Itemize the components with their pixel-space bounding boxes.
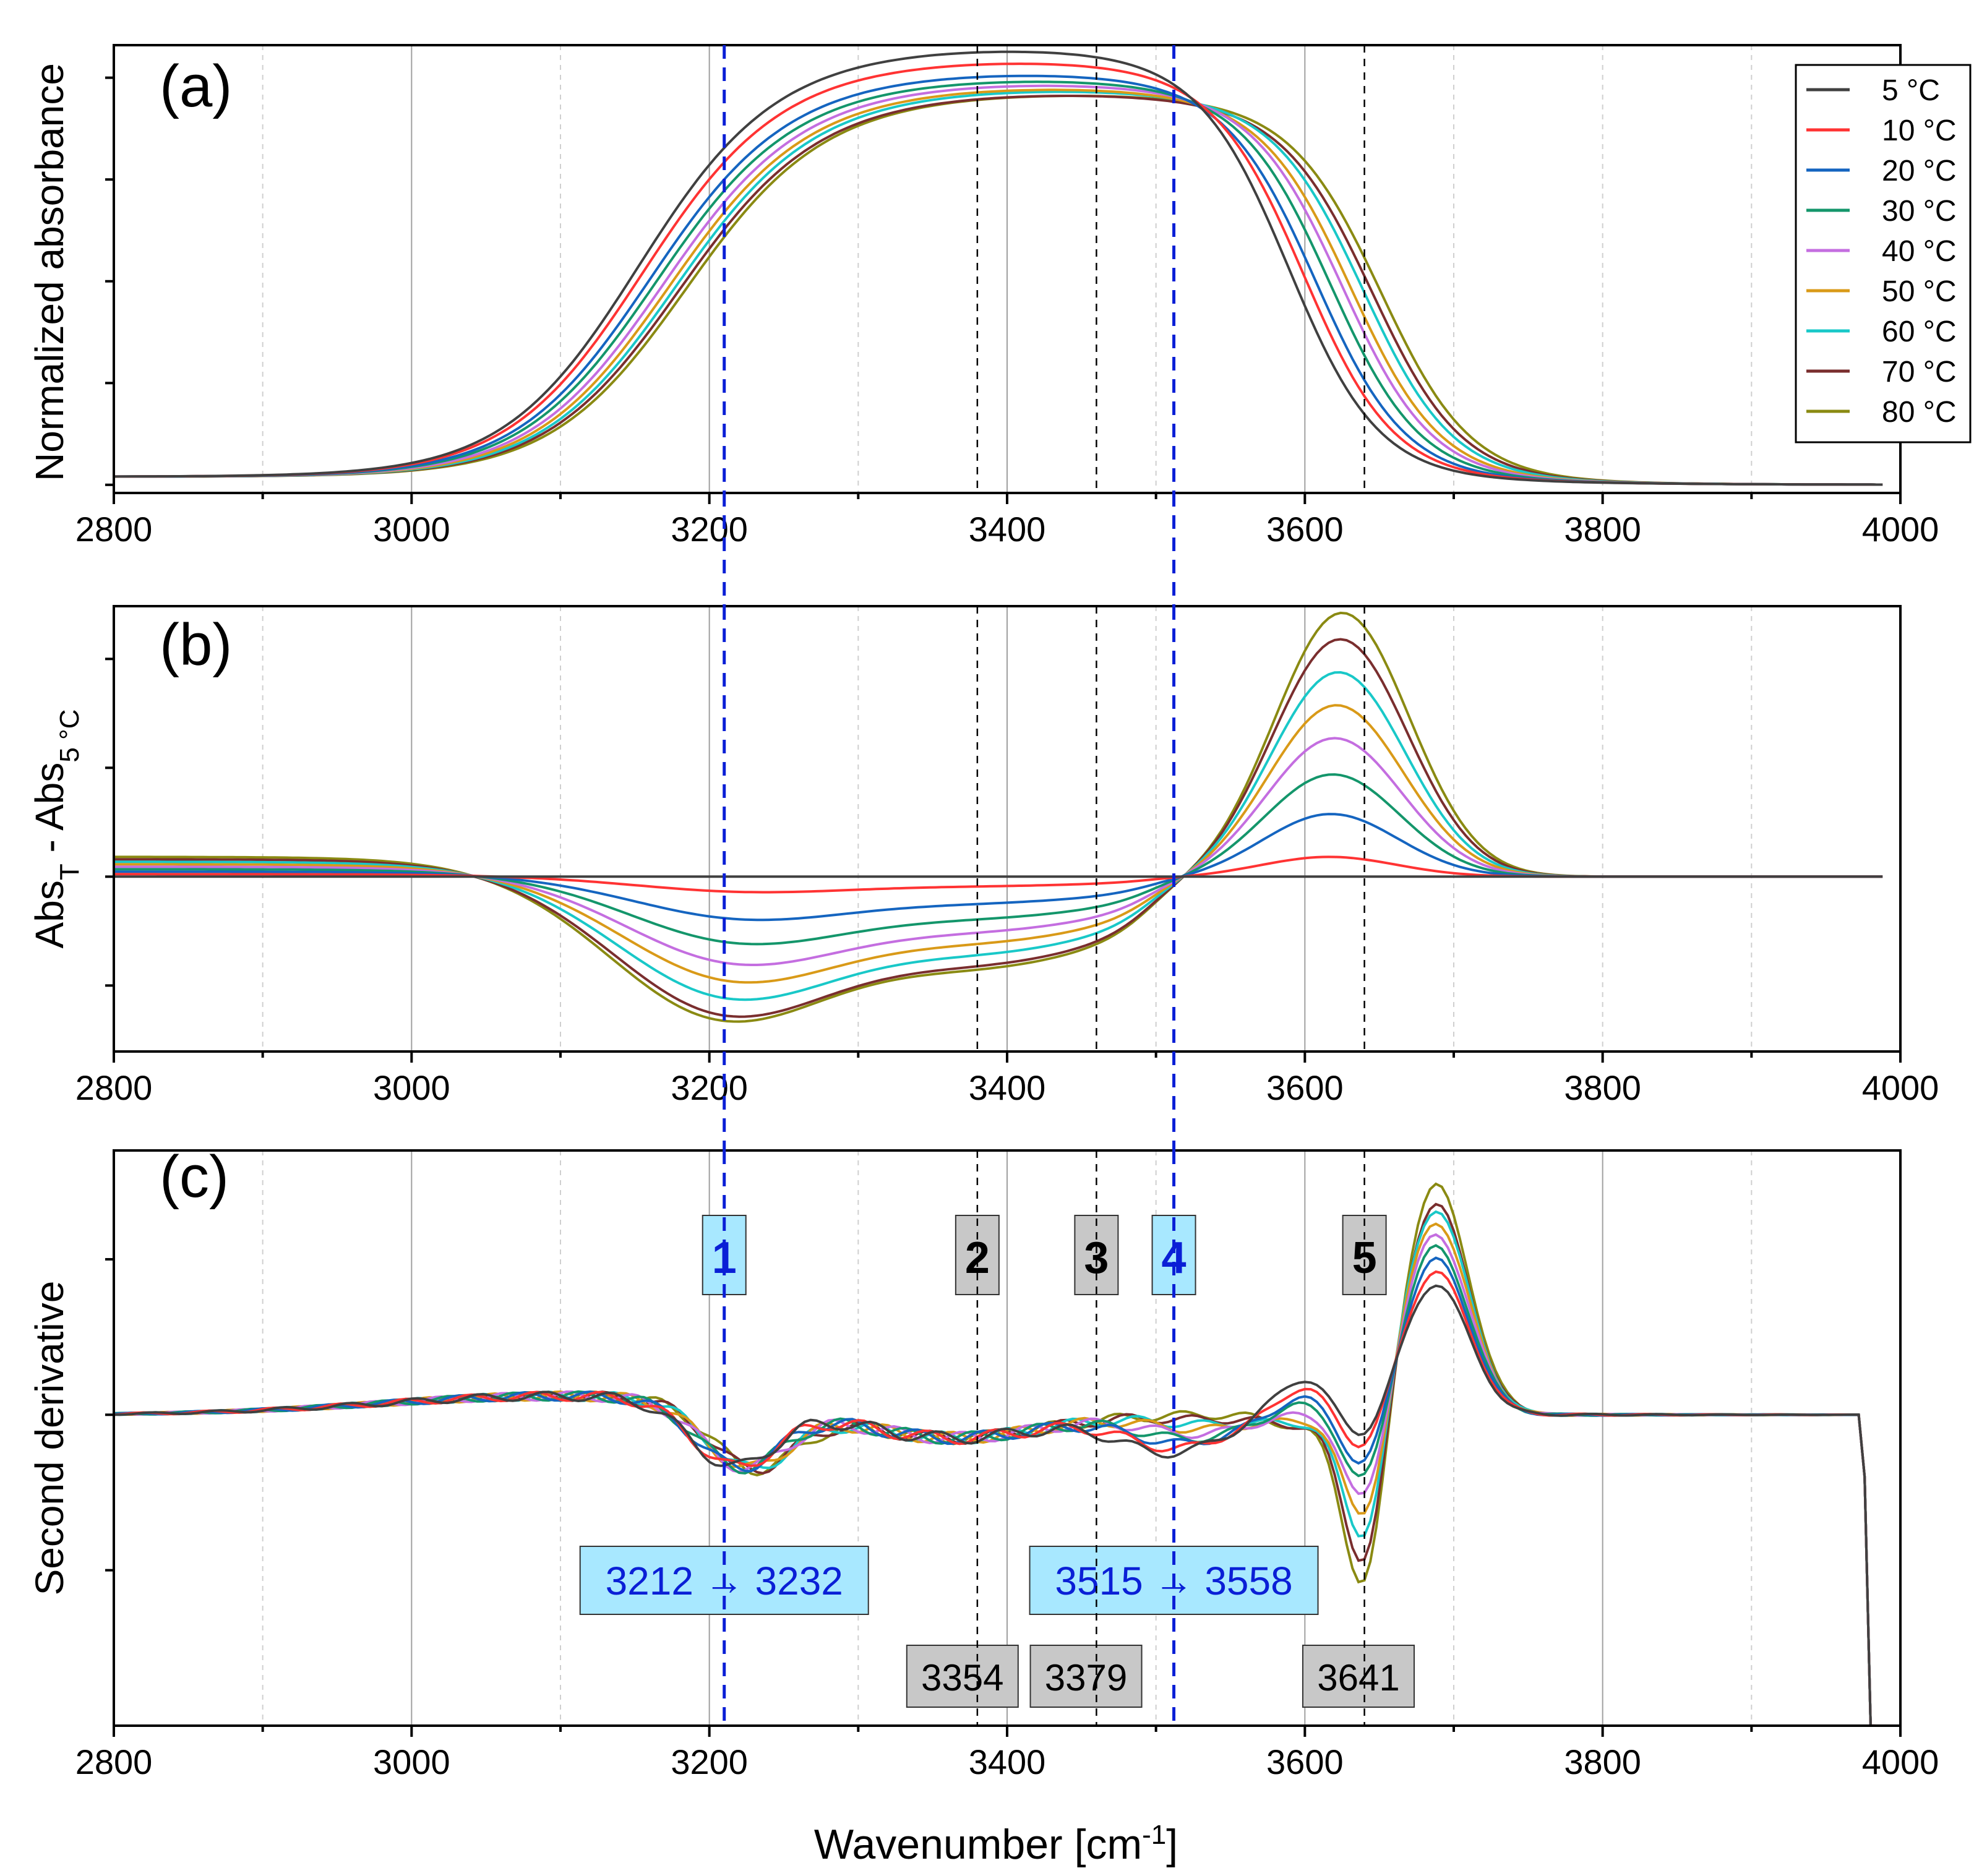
x-axis-label-sup: -1: [1142, 1820, 1166, 1850]
panel-c: 2800 3000 3200 3400 3600 3800 4000 (c) Second …: [27, 1144, 1939, 1781]
y-axis-label-b: AbsT - Abs5 °C: [27, 709, 85, 949]
x-tick-label: 4000: [1862, 1742, 1939, 1781]
xticks-b: 2800 3000 3200 3400 3600 3800 4000: [75, 1052, 1939, 1107]
legend-label-80C: 80 °C: [1882, 396, 1957, 429]
y-axis-label-c: Second derivative: [27, 1281, 72, 1596]
panel-a: 2800 3000 3200 3400 3600 3800 4000 (a) Normali…: [27, 44, 1972, 549]
legend-label-70C: 70 °C: [1882, 356, 1957, 388]
y-axis-label-b-sub2: 5 °C: [54, 709, 85, 763]
x-tick-label: 3200: [671, 1742, 748, 1781]
panel-label-a: (a): [160, 53, 232, 119]
panel-label-c: (c): [160, 1144, 229, 1210]
position-label: 3379: [1045, 1657, 1127, 1698]
curves-c: [113, 1182, 1883, 1727]
curves-a: [113, 50, 1883, 486]
curves-b: [113, 611, 1883, 1023]
x-tick-label: 3200: [671, 510, 748, 549]
x-axis-label-main: Wavenumber [cm: [814, 1821, 1142, 1868]
x-tick-label: 3800: [1564, 1742, 1641, 1781]
panel-b: 2800 3000 3200 3400 3600 3800 4000 (b) AbsT - …: [27, 605, 1939, 1107]
y-axis-label-b-mid: - Abs: [27, 763, 72, 864]
x-tick-label: 4000: [1862, 1068, 1939, 1107]
position-label: 3641: [1317, 1657, 1399, 1698]
legend-label-20C: 20 °C: [1882, 155, 1957, 187]
xticks-c: 2800 3000 3200 3400 3600 3800 4000: [75, 1726, 1939, 1781]
series-line-5C: [114, 50, 1883, 486]
x-tick-label: 2800: [75, 510, 153, 549]
x-tick-label: 3000: [373, 1742, 450, 1781]
x-axis-label: Wavenumber [cm-1]: [814, 1820, 1178, 1869]
peak-marker-box-3: [1074, 1215, 1119, 1295]
legend-label-50C: 50 °C: [1882, 275, 1957, 308]
x-tick-label: 2800: [75, 1742, 153, 1781]
x-tick-label: 3400: [969, 510, 1046, 549]
y-axis-label-a: Normalized absorbance: [27, 63, 72, 481]
x-tick-label: 3400: [969, 1742, 1046, 1781]
legend-box: [1795, 64, 1972, 443]
vertical-marker-lines: [723, 45, 1365, 1726]
x-tick-label: 3600: [1266, 1742, 1344, 1781]
y-axis-label-b-abs: Abs: [27, 880, 72, 948]
legend-label-10C: 10 °C: [1882, 114, 1957, 147]
x-tick-label: 3200: [671, 1068, 748, 1107]
x-tick-label: 4000: [1862, 510, 1939, 549]
legend-label-5C: 5 °C: [1882, 74, 1940, 107]
position-label-box: [906, 1645, 1019, 1708]
panel-label-b: (b): [160, 612, 232, 678]
grid-a: [262, 45, 1753, 493]
x-tick-label: 3800: [1564, 510, 1641, 549]
yticks-c: [105, 1257, 114, 1572]
peak-marker-box-2: [955, 1215, 1000, 1295]
x-tick-label: 3000: [373, 1068, 450, 1107]
x-tick-label: 3400: [969, 1068, 1046, 1107]
legend: 5 °C 10 °C 20 °C 30 °C 40 °C 50 °C 60 °C 70 °C 8…: [1795, 64, 1972, 443]
yticks-a: [105, 76, 114, 486]
peak-marker-box-5: [1342, 1215, 1387, 1295]
x-tick-label: 3600: [1266, 1068, 1344, 1107]
x-tick-label: 2800: [75, 1068, 153, 1107]
legend-label-40C: 40 °C: [1882, 235, 1957, 268]
x-tick-label: 3000: [373, 510, 450, 549]
yticks-b: [105, 657, 114, 987]
y-axis-label-b-sub1: T: [54, 863, 85, 880]
x-axis-label-end: ]: [1166, 1821, 1178, 1868]
legend-label-60C: 60 °C: [1882, 315, 1957, 348]
position-label: 3354: [921, 1657, 1003, 1698]
x-tick-label: 3600: [1266, 510, 1344, 549]
position-label-box: [1302, 1645, 1415, 1708]
x-tick-label: 3800: [1564, 1068, 1641, 1107]
position-label-box: [1029, 1645, 1143, 1708]
grid-c: [262, 1150, 1753, 1726]
series-line-5C: [113, 1284, 1883, 1727]
legend-label-30C: 30 °C: [1882, 195, 1957, 228]
xticks-a: 2800 3000 3200 3400 3600 3800 4000: [75, 493, 1939, 549]
